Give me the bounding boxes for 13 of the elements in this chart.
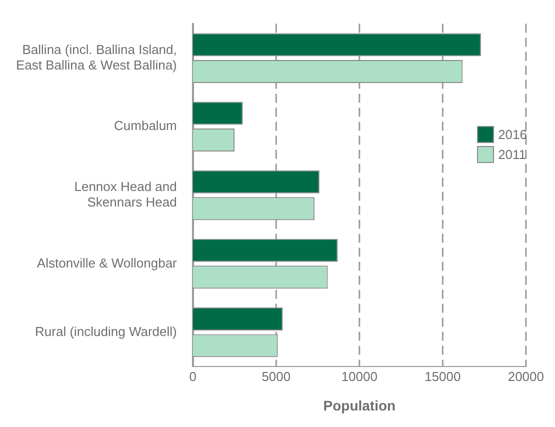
y-tick-label: Cumbalum [114, 118, 177, 134]
y-tick-label: Ballina (incl. Ballina Island, East Ballina & West Ballina) [16, 42, 177, 72]
y-tick-label: Rural (including Wardell) [35, 324, 177, 339]
y-tick-label: Alstonville & Wollongbar [36, 255, 178, 270]
legend-label: 2016 [498, 127, 527, 142]
x-tick-label: 15000 [424, 368, 461, 384]
x-tick-label: 20000 [508, 368, 544, 384]
x-tick-label: 5000 [262, 368, 291, 384]
x-tick-label: 10000 [341, 368, 378, 384]
legend-label: 2011 [498, 147, 526, 162]
x-axis-title: Population [323, 397, 396, 414]
x-tick-label: 0 [189, 368, 197, 384]
y-tick-label: Lennox Head and Skennars Head [74, 178, 177, 210]
